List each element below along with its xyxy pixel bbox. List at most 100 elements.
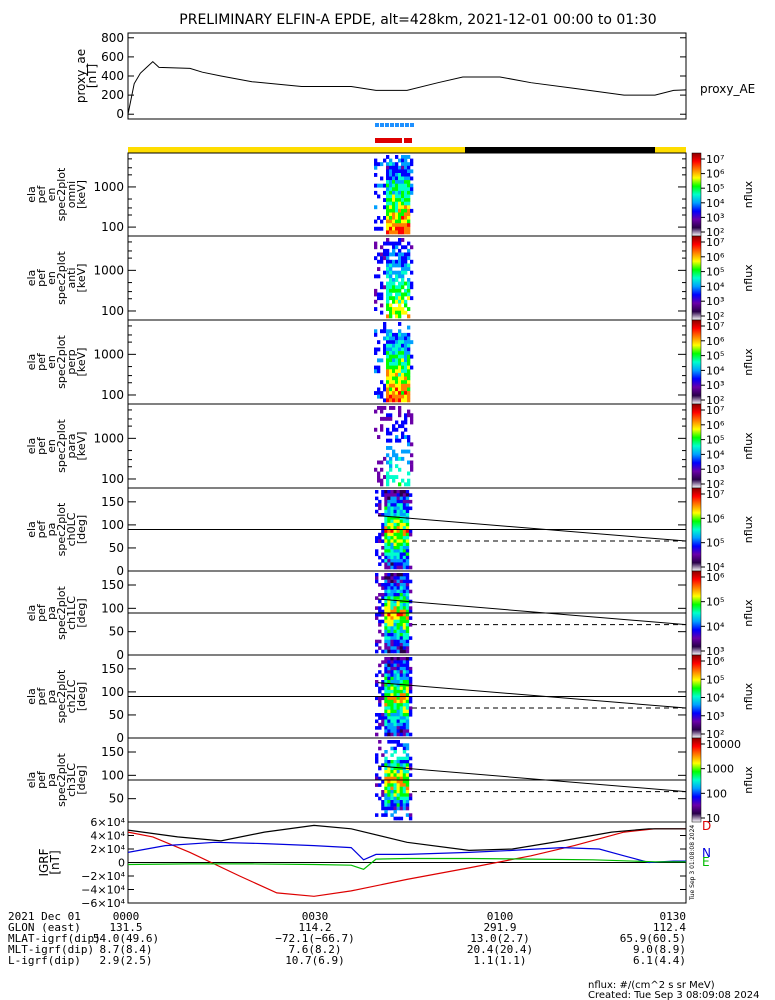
spectrogram-cell — [399, 793, 404, 797]
spectrogram-cell — [393, 803, 397, 807]
spectrogram-cell — [395, 270, 399, 275]
spectrogram-cell — [402, 676, 407, 681]
spectrogram-cell — [375, 503, 379, 507]
spectrogram-cell — [386, 351, 390, 355]
spectrogram-cell — [387, 583, 391, 587]
spectrogram-cell — [408, 713, 413, 717]
spectrogram-cell — [389, 336, 393, 341]
spectrogram-cell — [387, 603, 391, 607]
spectrogram-cell — [390, 579, 394, 584]
spectrogram-cell — [386, 223, 390, 228]
spectrogram-cell — [404, 343, 408, 348]
spectrogram-cell — [390, 529, 394, 534]
spectrogram-cell — [381, 660, 385, 664]
spectrogram-cell — [378, 639, 382, 644]
spectrogram-cell — [387, 573, 391, 577]
spectrogram-cell — [392, 391, 396, 395]
spectrogram-cell — [384, 542, 388, 547]
spectrogram-cell — [375, 813, 379, 817]
spectrogram-cell — [407, 173, 411, 177]
spectrogram-cell — [402, 696, 407, 701]
spectrogram-cell — [398, 424, 402, 429]
ae-series-label: proxy_AE — [700, 82, 755, 96]
spectrogram-cell — [392, 270, 396, 275]
spectrogram-cell — [398, 482, 402, 487]
pa-ylabel: ela — [25, 772, 38, 789]
spectrogram-cell — [404, 416, 408, 421]
spectrogram-cell — [398, 238, 402, 242]
spectrogram-cell — [402, 709, 407, 714]
spectrogram-cell — [380, 162, 384, 167]
pa-ytick-label: 150 — [101, 495, 124, 509]
spectrogram-cell — [393, 680, 397, 684]
spectrogram-cell — [396, 756, 400, 761]
spectrogram-cell — [393, 629, 397, 634]
spectrogram-cell — [378, 766, 382, 771]
spectrogram-cell — [384, 732, 388, 737]
spectrogram-cell — [387, 726, 391, 730]
spectrogram-cell — [384, 639, 388, 644]
spectrogram-cell — [402, 565, 407, 570]
spectrogram-cell — [381, 683, 385, 687]
energy-ylabel: spec2plot — [55, 251, 68, 305]
spectrogram-cell — [390, 746, 394, 751]
spectrogram-cell — [384, 589, 388, 594]
spectrogram-cell — [398, 263, 402, 268]
spectrogram-cell — [393, 810, 397, 814]
spectrogram-cell — [396, 496, 400, 501]
spectrogram-cell — [386, 478, 390, 483]
spectrogram-cell — [378, 513, 382, 517]
spectrogram-cell — [384, 509, 388, 514]
colorbar-label: 10² — [706, 478, 724, 491]
spectrogram-cell — [380, 409, 384, 414]
spectrogram-cell — [401, 376, 405, 381]
spectrogram-cell — [407, 285, 411, 290]
spectrogram-cell — [399, 763, 404, 767]
zone-marker-blue — [375, 123, 379, 127]
spectrogram-cell — [396, 529, 400, 534]
spectrogram-cell — [381, 603, 385, 607]
spectrogram-cell — [410, 176, 414, 181]
spectrogram-cell — [390, 719, 394, 724]
spectrogram-cell — [402, 756, 407, 761]
spectrogram-cell — [407, 230, 411, 235]
spectrogram-cell — [405, 660, 410, 664]
spectrogram-cell — [378, 740, 382, 744]
spectrogram-cell — [401, 205, 405, 210]
spectrogram-cell — [392, 288, 396, 293]
spectrogram-cell — [407, 216, 411, 220]
spectrogram-cell — [375, 793, 379, 797]
spectrogram-cell — [387, 576, 391, 580]
spectrogram-cell — [408, 796, 413, 801]
spectrogram-cell — [392, 372, 396, 377]
spectrogram-cell — [399, 509, 404, 514]
spectrogram-cell — [399, 756, 404, 761]
spectrogram-cell — [399, 693, 404, 697]
spectrogram-cell — [384, 760, 388, 764]
spectrogram-cell — [380, 252, 384, 257]
spectrogram-cell — [396, 490, 400, 494]
spectrogram-cell — [390, 786, 394, 791]
spectrogram-cell — [393, 773, 397, 777]
spectrogram-cell — [401, 180, 405, 184]
spectrogram-cell — [399, 709, 404, 714]
spectrogram-cell — [390, 629, 394, 634]
spectrogram-cell — [389, 438, 393, 443]
spectrogram-cell — [390, 565, 394, 570]
spectrogram-cell — [392, 296, 396, 301]
spectrogram-cell — [402, 796, 407, 801]
spectrogram-cell — [392, 223, 396, 228]
spectrogram-cell — [395, 438, 399, 443]
spectrogram-cell — [387, 657, 391, 661]
spectrogram-cell — [399, 639, 404, 644]
spectrogram-cell — [387, 693, 391, 697]
spectrogram-cell — [390, 763, 394, 767]
spectrogram-cell — [399, 596, 404, 600]
pa-ylabel: pa — [45, 773, 58, 787]
colorbar-label: 10⁴ — [706, 280, 725, 293]
spectrogram-cell — [387, 629, 391, 634]
spectrogram-cell — [377, 340, 381, 345]
spectrogram-cell — [393, 646, 397, 650]
spectrogram-cell — [402, 716, 407, 720]
